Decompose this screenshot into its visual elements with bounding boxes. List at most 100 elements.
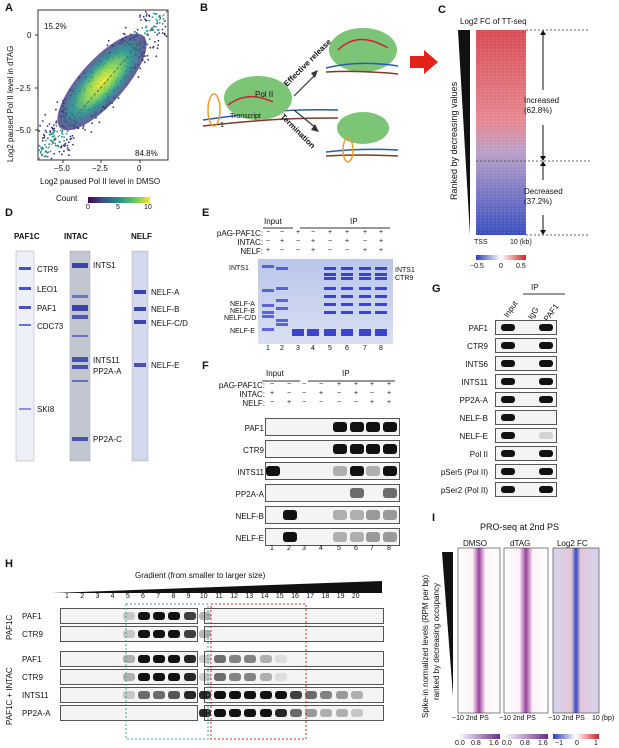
scatter-point xyxy=(53,135,56,137)
blot-band xyxy=(366,466,380,476)
panel-g-blot-strip xyxy=(495,392,557,407)
blot-band xyxy=(383,422,397,432)
scatter-point xyxy=(66,144,69,147)
scatter-point xyxy=(38,130,41,132)
panel-i-cbar1-2: 1.6 xyxy=(489,740,499,747)
blot-band xyxy=(183,672,196,682)
panel-i-heatmaps xyxy=(442,547,600,739)
panel-g-blot-strip xyxy=(495,482,557,497)
panel-e-sign: − xyxy=(295,247,301,254)
scatter-point xyxy=(124,26,127,29)
blot-band xyxy=(198,690,211,700)
panel-f-sign: − xyxy=(301,399,307,406)
panel-e-sign: + xyxy=(279,238,285,245)
panel-d-nelf-a: NELF-A xyxy=(151,288,180,297)
panel-e-sign: − xyxy=(265,229,271,236)
panel-f-sign: − xyxy=(301,381,307,388)
gel-band xyxy=(262,304,274,307)
panel-c-decreased-pct: (37.2%) xyxy=(524,197,553,206)
gel-band xyxy=(359,311,371,314)
panel-h-fraction-number: 15 xyxy=(275,593,284,600)
scatter-point xyxy=(53,138,55,141)
panel-f-lane-number: 7 xyxy=(370,545,374,552)
panel-h-group1: PAF1C xyxy=(5,614,14,640)
blot-band xyxy=(283,532,297,542)
scatter-point xyxy=(137,76,140,78)
blot-band xyxy=(350,532,364,542)
scatter-point xyxy=(141,27,144,29)
gel-band xyxy=(359,329,371,336)
panel-g-blot-label: INTS6 xyxy=(465,360,488,369)
blot-band xyxy=(259,654,272,664)
panel-f-sign: − xyxy=(369,390,375,397)
panel-f-lane-number: 1 xyxy=(270,545,274,552)
blot-band xyxy=(214,672,226,682)
panel-d-title-paf1c: PAF1C xyxy=(14,232,40,241)
blot-band xyxy=(229,690,242,700)
panel-h-fraction-number: 10 xyxy=(199,593,208,600)
blot-band xyxy=(283,510,297,520)
scatter-point xyxy=(70,137,73,140)
panel-i-ylabel-2: ranked by decreasing occupancy xyxy=(432,583,441,700)
panel-e-header-lines xyxy=(263,227,390,229)
scatter-point xyxy=(50,140,53,142)
panel-h-fraction-number: 7 xyxy=(156,593,161,600)
scatter-point xyxy=(145,19,147,22)
panel-g-blot-strip xyxy=(495,446,557,461)
panel-e-sign: − xyxy=(327,238,333,245)
panel-e-sign: − xyxy=(295,238,301,245)
panel-e-left-nelf-e: NELF-E xyxy=(230,328,255,335)
panel-a-xtick-2: −2.5 xyxy=(92,164,108,173)
scatter-point xyxy=(45,139,47,142)
panel-f-sign: − xyxy=(301,390,307,397)
scatter-point xyxy=(107,39,110,42)
panel-h-blot-strip-right xyxy=(198,687,384,703)
panel-f-row-label: NELF: xyxy=(242,399,265,408)
blot-band xyxy=(539,431,553,440)
blot-band xyxy=(198,708,211,718)
blot-band xyxy=(383,488,397,498)
scatter-point xyxy=(72,137,75,140)
scatter-point xyxy=(44,113,47,116)
scatter-point xyxy=(71,134,74,137)
panel-e-sign: − xyxy=(327,247,333,254)
panel-h-fraction-number: 2 xyxy=(80,593,85,600)
blot-band xyxy=(305,708,318,718)
panel-h-fraction-number: 18 xyxy=(321,593,330,600)
panel-d-nelf-b: NELF-B xyxy=(151,305,180,314)
blot-band xyxy=(274,690,287,700)
panel-h-fraction-number: 4 xyxy=(110,593,115,600)
scatter-point xyxy=(52,141,54,143)
panel-e-ip-header: IP xyxy=(350,217,358,226)
gel-band xyxy=(341,311,353,314)
panel-h-fraction-number: 6 xyxy=(141,593,145,600)
panel-g-col-input: Input xyxy=(502,299,520,320)
scatter-point xyxy=(47,137,49,140)
blot-band xyxy=(501,341,515,350)
panel-g-blot-label: pSer2 (Pol II) xyxy=(440,486,488,495)
blot-band xyxy=(539,377,553,386)
blot-band xyxy=(259,690,272,700)
panel-a-xtick-1: −5.0 xyxy=(54,164,70,173)
scatter-point xyxy=(69,135,72,138)
blot-band xyxy=(198,654,211,664)
scatter-point xyxy=(67,154,70,157)
scatter-point xyxy=(155,55,158,58)
panel-f-row-label: pAG-PAF1C: xyxy=(218,381,265,390)
scatter-point xyxy=(56,101,59,103)
panel-a-ytick-3: −5.0 xyxy=(15,126,31,135)
blot-band xyxy=(333,532,347,542)
blot-band xyxy=(501,359,515,368)
gel-band xyxy=(324,311,336,314)
panel-g-blot-label: pSer5 (Pol II) xyxy=(440,468,488,477)
panel-g-blot-label: CTR9 xyxy=(467,342,488,351)
panel-h-boxes xyxy=(125,603,307,740)
panel-d-title-intac: INTAC xyxy=(64,232,88,241)
panel-f-blot-strip xyxy=(265,462,400,480)
panel-g-ip-header: IP xyxy=(531,283,539,292)
blot-band xyxy=(274,672,287,682)
panel-f-blot-strip xyxy=(265,528,400,546)
blot-band xyxy=(259,672,272,682)
panel-e-right-ctr9: CTR9 xyxy=(395,275,414,282)
scatter-point xyxy=(55,120,58,123)
